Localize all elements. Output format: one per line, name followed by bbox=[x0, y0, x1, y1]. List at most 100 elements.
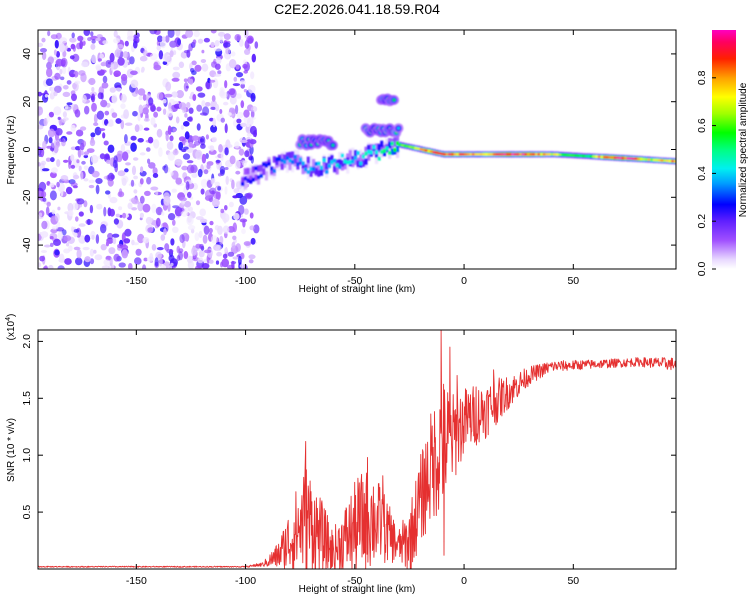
heatmap-noise-cell bbox=[143, 127, 150, 131]
heatmap-noise-cell bbox=[130, 79, 139, 89]
heatmap-noise-cell bbox=[235, 72, 244, 78]
heatmap-noise-cell bbox=[158, 50, 164, 60]
heatmap-noise-cell bbox=[130, 70, 138, 76]
heatmap-noise-cell bbox=[172, 66, 180, 71]
heatmap-noise-cell bbox=[234, 34, 242, 41]
heatmap-noise-cell bbox=[201, 63, 209, 72]
heatmap-noise-cell bbox=[156, 92, 164, 100]
heatmap-noise-cell bbox=[180, 51, 188, 59]
heatmap-ridge-cell bbox=[595, 155, 599, 158]
heatmap-ridge-cell bbox=[333, 158, 337, 163]
heatmap-noise-cell bbox=[60, 76, 65, 81]
heatmap-noise-cell bbox=[137, 138, 144, 143]
heatmap-ridge-cell bbox=[403, 144, 407, 148]
heatmap-noise-cell bbox=[199, 208, 206, 217]
heatmap-noise-cell bbox=[121, 249, 129, 259]
heatmap-noise-cell bbox=[178, 141, 184, 151]
heatmap-ridge-cell bbox=[340, 160, 344, 167]
heatmap-noise-cell bbox=[186, 49, 191, 58]
heatmap-noise-cell bbox=[40, 231, 49, 238]
heatmap-ridge-cell bbox=[487, 153, 491, 156]
heatmap-noise-cell bbox=[97, 58, 102, 62]
heatmap-noise-cell bbox=[142, 264, 147, 269]
snr-y-ticks: 0.5 1.0 1.5 2.0 bbox=[21, 334, 676, 519]
heatmap-ridge-cell bbox=[241, 177, 245, 184]
heatmap-noise-cell bbox=[212, 117, 216, 128]
heatmap-noise-cell bbox=[90, 31, 94, 37]
heatmap-noise-cell bbox=[96, 34, 103, 39]
heatmap-noise-cell bbox=[152, 167, 158, 175]
heatmap-ridge-cell bbox=[312, 167, 316, 171]
heatmap-noise-cell bbox=[107, 178, 114, 187]
heatmap-noise-cell bbox=[100, 62, 107, 67]
heatmap-noise-cell bbox=[212, 198, 220, 208]
heatmap-noise-cell bbox=[167, 213, 176, 221]
heatmap-noise-cell bbox=[47, 128, 56, 138]
heatmap-branch-cell bbox=[392, 98, 396, 102]
heatmap-noise-cell bbox=[53, 238, 61, 246]
heatmap-ridge-cell bbox=[369, 144, 373, 154]
heatmap-noise-cell bbox=[169, 135, 174, 142]
heatmap-ridge-cell bbox=[351, 147, 355, 160]
heatmap-noise-cell bbox=[156, 45, 161, 51]
heatmap-noise-cell bbox=[42, 140, 47, 149]
heatmap-noise-cell bbox=[170, 238, 175, 246]
heatmap-noise-cell bbox=[62, 159, 69, 163]
heatmap-noise-cell bbox=[102, 75, 108, 83]
heatmap-ridge-cell bbox=[241, 182, 245, 186]
heatmap-ridge-cell bbox=[411, 146, 415, 149]
heatmap-noise-cell bbox=[153, 139, 160, 149]
heatmap-ridge-cell bbox=[665, 159, 670, 162]
heatmap-noise-cell bbox=[217, 225, 223, 235]
heatmap-ridge-cell bbox=[589, 155, 594, 158]
heatmap-noise-cell bbox=[49, 182, 55, 188]
heatmap-noise-cell bbox=[225, 47, 231, 55]
heatmap-ridge-cell bbox=[359, 161, 363, 166]
heatmap-noise-cell bbox=[95, 178, 103, 184]
heatmap-ridge-cell bbox=[639, 157, 643, 161]
heatmap-noise-cell bbox=[44, 94, 49, 98]
heatmap-noise-cell bbox=[158, 147, 163, 158]
heatmap-ridge-cell bbox=[466, 153, 470, 156]
heatmap-ridge-cell bbox=[474, 153, 478, 156]
heatmap-noise-cell bbox=[156, 106, 162, 112]
heatmap-noise-cell bbox=[200, 143, 206, 149]
heatmap-noise-cell bbox=[232, 256, 239, 260]
heatmap-noise-cell bbox=[217, 173, 222, 177]
heatmap-noise-cell bbox=[70, 154, 75, 162]
heatmap-ridge-cell bbox=[427, 149, 431, 153]
heatmap-noise-cell bbox=[103, 259, 110, 266]
heatmap-noise-cell bbox=[214, 48, 222, 52]
heatmap-ridge-cell bbox=[419, 148, 423, 151]
heatmap-noise-cell bbox=[89, 248, 94, 257]
heatmap-ridge-cell bbox=[508, 153, 512, 156]
heatmap-noise-cell bbox=[214, 181, 220, 187]
heatmap-noise-cell bbox=[41, 220, 48, 230]
heatmap-ridge-cell bbox=[482, 153, 486, 156]
heatmap-ridge-cell bbox=[382, 149, 386, 157]
heatmap-noise-cell bbox=[102, 40, 109, 45]
heatmap-noise-cell bbox=[120, 103, 126, 109]
heatmap-ridge-cell bbox=[264, 171, 268, 181]
heatmap-noise-cell bbox=[144, 190, 151, 196]
heatmap-ridge-cell bbox=[534, 153, 539, 156]
heatmap-ridge-cell bbox=[485, 153, 489, 156]
heatmap-ridge-cell bbox=[542, 153, 546, 156]
heatmap-noise-cell bbox=[197, 257, 204, 264]
heatmap-ridge-cell bbox=[304, 167, 308, 172]
heatmap-noise-cell bbox=[191, 60, 197, 66]
snr-panel: -150 -100 -50 0 50 0.5 1.0 1.5 2.0 Height of st… bbox=[5, 314, 677, 595]
heatmap-ridge-cell bbox=[545, 153, 549, 156]
heatmap-noise-cell bbox=[194, 64, 202, 72]
heatmap-noise-cell bbox=[200, 188, 205, 195]
heatmap-ridge-cell bbox=[631, 157, 636, 160]
heatmap-noise-cell bbox=[224, 186, 228, 195]
heatmap-noise-cell bbox=[217, 70, 222, 75]
heatmap-noise-cell bbox=[209, 187, 217, 195]
heatmap-noise-cell bbox=[188, 206, 193, 212]
heatmap-noise-cell bbox=[215, 190, 221, 201]
heatmap-ridge-cell bbox=[563, 153, 567, 157]
heatmap-noise-cell bbox=[238, 255, 242, 266]
heatmap-ridge-cell bbox=[558, 153, 562, 156]
heatmap-noise-cell bbox=[156, 247, 164, 251]
